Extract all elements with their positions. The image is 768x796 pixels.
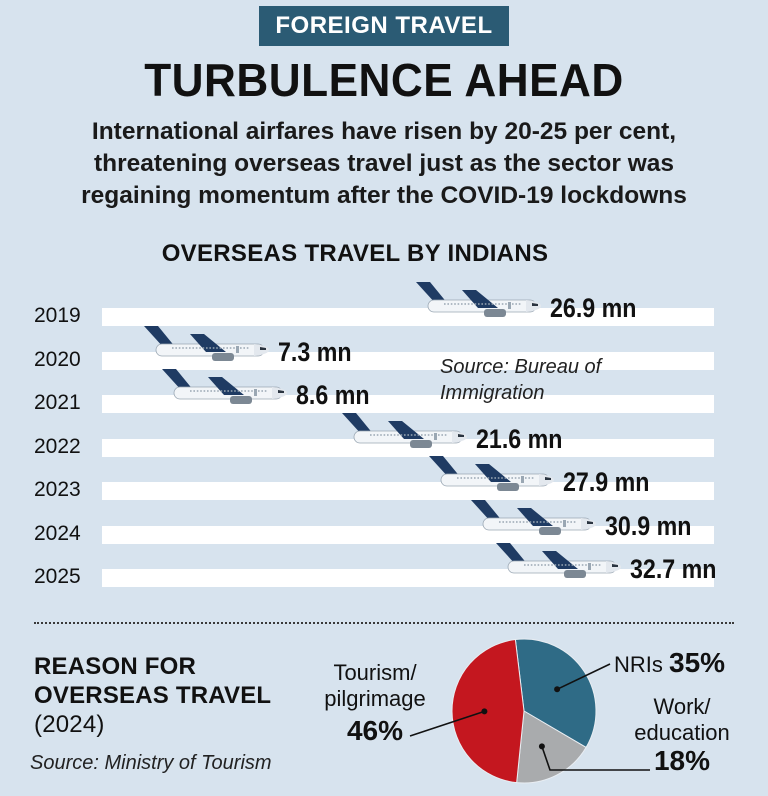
airplane-icon — [415, 282, 541, 317]
bar-track — [102, 351, 714, 370]
subhead-line-3: regaining momentum after the COVID-19 lo… — [81, 182, 687, 209]
subhead-line-2: threatening overseas travel just as the … — [93, 150, 675, 177]
pie-pct-work: 18% — [653, 745, 711, 776]
pie-label-nri: NRIs 35% — [614, 647, 726, 678]
bar-chart-title: OVERSEAS TRAVEL BY INDIANS — [161, 240, 549, 267]
bar-track — [102, 308, 714, 326]
pie-title-year: (2024) — [34, 711, 105, 738]
bar-chart-source: Source: Bureau of Immigration — [440, 356, 602, 404]
pie-label-tourism-name: Tourism/ pilgrimage — [324, 660, 426, 711]
bar-marker — [142, 325, 270, 362]
year-label: 2023 — [34, 478, 81, 501]
pie-slice — [516, 710, 587, 784]
pie-slice — [451, 638, 525, 784]
airplane-icon — [162, 369, 288, 404]
pie-leader-dot — [554, 686, 561, 693]
airplane-icon — [144, 325, 269, 361]
kicker-banner: FOREIGN TRAVEL — [259, 6, 509, 46]
bar-track — [102, 569, 714, 587]
year-label: 2022 — [34, 434, 81, 458]
airplane-icon — [342, 412, 468, 448]
pie-slice — [514, 638, 597, 749]
year-label: 2020 — [34, 347, 81, 371]
subhead: International airfares have risen by 20-… — [0, 116, 768, 212]
bar-marker — [160, 369, 288, 405]
data-label: 8.6 mn — [296, 380, 370, 410]
bar-marker — [427, 456, 555, 492]
data-label: 26.9 mn — [549, 293, 637, 323]
pie-chart-source: Source: Ministry of Tourism — [30, 752, 272, 774]
data-label: 30.9 mn — [605, 510, 692, 541]
data-label: 27.9 mn — [563, 467, 650, 497]
pie-leader-line — [556, 663, 611, 691]
bar-marker — [494, 543, 622, 579]
bar-marker — [469, 499, 597, 536]
pie-leader-dot — [538, 743, 545, 750]
pie-label-nri-name: NRIs — [614, 652, 663, 677]
year-label: 2024 — [34, 521, 81, 545]
airplane-icon — [429, 456, 555, 491]
bar-marker — [340, 412, 468, 449]
data-label: 32.7 mn — [630, 554, 717, 584]
kicker-wrap: FOREIGN TRAVEL — [0, 6, 768, 46]
bar-track — [102, 482, 714, 500]
pie-label-work-name: Work/ education — [634, 694, 730, 745]
pie-pct-nri: 35% — [669, 647, 726, 678]
headline: TURBULENCE AHEAD — [144, 54, 624, 106]
pie-label-work: Work/ education 18% — [612, 694, 752, 776]
pie-pct-tourism: 46% — [346, 715, 404, 746]
pie-label-tourism: Tourism/ pilgrimage 46% — [300, 660, 450, 746]
year-label: 2025 — [34, 565, 81, 588]
bar-track — [102, 395, 714, 413]
subhead-line-1: International airfares have risen by 20-… — [91, 118, 677, 145]
bar-marker — [414, 282, 542, 318]
pie-chart-title: REASON FOR OVERSEAS TRAVEL (2024) — [34, 652, 294, 739]
year-label: 2021 — [34, 391, 81, 414]
pie-title-text: REASON FOR OVERSEAS TRAVEL — [34, 653, 271, 709]
data-label: 7.3 mn — [278, 336, 352, 367]
data-label: 21.6 mn — [476, 423, 563, 454]
airplane-icon — [496, 543, 621, 578]
airplane-icon — [471, 499, 597, 535]
section-divider — [34, 622, 734, 624]
year-label: 2019 — [34, 304, 81, 327]
bar-track — [102, 438, 714, 457]
pie-leader-dot — [481, 708, 488, 715]
